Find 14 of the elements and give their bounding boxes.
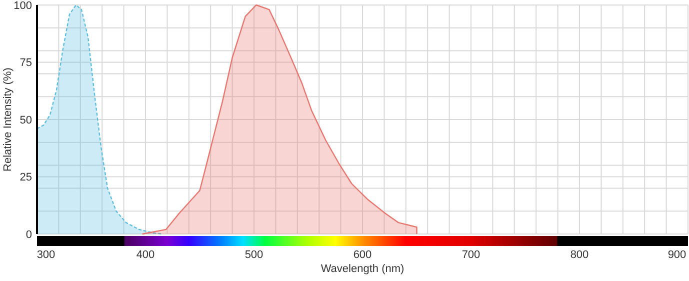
y-tick-label: 75 xyxy=(20,57,32,70)
y-tick-label: 0 xyxy=(26,228,32,241)
x-tick-label: 400 xyxy=(136,249,155,261)
x-tick-label: 700 xyxy=(462,249,480,261)
y-axis-title: Relative Intensity (%) xyxy=(2,68,14,172)
x-tick-label: 300 xyxy=(36,249,56,261)
x-tick-label: 900 xyxy=(668,249,686,261)
x-tick-label: 500 xyxy=(244,249,264,261)
x-axis-title: Wavelength (nm) xyxy=(320,263,404,275)
y-tick-label: 100 xyxy=(14,0,32,12)
y-tick-label: 50 xyxy=(20,114,32,126)
x-tick-label: 600 xyxy=(353,249,372,261)
y-tick-label: 25 xyxy=(20,172,32,184)
x-tick-label: 800 xyxy=(570,249,589,261)
